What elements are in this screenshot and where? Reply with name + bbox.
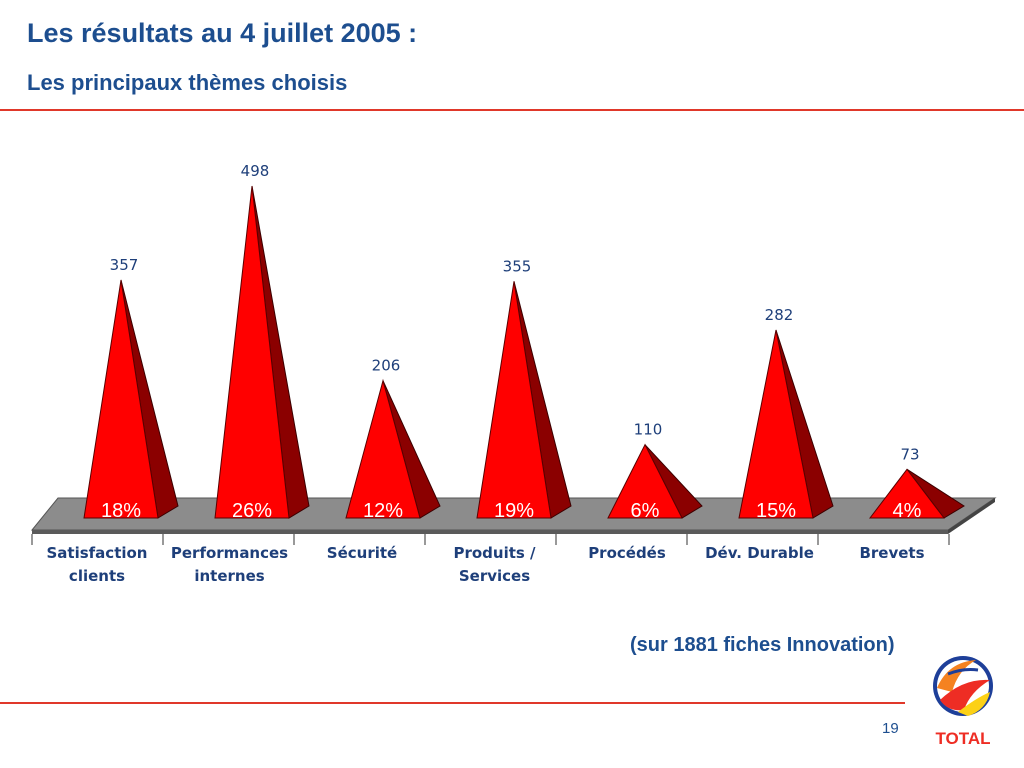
category-label: Satisfaction	[46, 544, 147, 562]
percent-label: 6%	[631, 500, 660, 522]
category-label: Produits /	[453, 544, 536, 562]
chart-labels: 357 18% Satisfaction clients 498 26% Performan…	[46, 162, 924, 585]
footnote: (sur 1881 fiches Innovation)	[630, 634, 895, 656]
value-label: 498	[241, 162, 270, 180]
category-label: Performances	[171, 544, 288, 562]
cone-front	[607, 443, 683, 519]
floor-side	[948, 498, 995, 534]
percent-label: 19%	[494, 500, 534, 522]
category-label: Dév. Durable	[705, 544, 814, 562]
percent-label: 12%	[363, 500, 403, 522]
total-logo: TOTAL	[933, 656, 993, 748]
percent-label: 26%	[232, 500, 272, 522]
cone-front	[476, 281, 552, 519]
value-label: 357	[110, 256, 139, 274]
category-label: Procédés	[588, 544, 666, 562]
cone-front	[738, 329, 814, 519]
brand-name: TOTAL	[935, 729, 990, 748]
value-label: 73	[900, 445, 919, 463]
value-label: 110	[634, 421, 663, 439]
percent-label: 4%	[893, 500, 922, 522]
cone-front	[345, 378, 421, 519]
top-divider	[0, 109, 1024, 111]
category-label: Brevets	[859, 544, 924, 562]
value-label: 282	[765, 306, 794, 324]
cone-front	[214, 185, 290, 519]
slide-title: Les résultats au 4 juillet 2005 :	[27, 18, 418, 48]
cone-front	[83, 279, 159, 519]
value-label: 206	[372, 357, 401, 375]
bottom-divider	[0, 702, 905, 704]
category-label: Sécurité	[327, 544, 397, 562]
category-label: Services	[459, 567, 530, 585]
floor-front	[32, 530, 948, 534]
page-number: 19	[882, 720, 899, 737]
category-label: clients	[69, 567, 125, 585]
cone-chart: 357 18% Satisfaction clients 498 26% Performan…	[30, 162, 997, 585]
percent-label: 15%	[756, 500, 796, 522]
chart-cones	[83, 185, 965, 519]
cone-front	[868, 468, 946, 519]
slide-subtitle: Les principaux thèmes choisis	[27, 70, 348, 95]
category-label: internes	[194, 567, 264, 585]
percent-label: 18%	[101, 500, 141, 522]
value-label: 355	[503, 257, 532, 275]
